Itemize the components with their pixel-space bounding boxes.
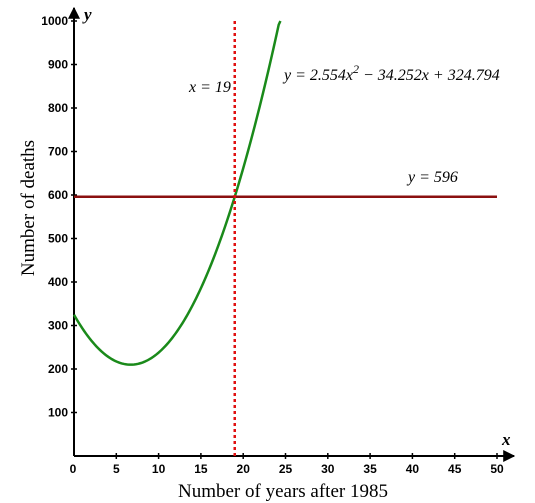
axes (68, 6, 516, 462)
y-tick-label: 600 (48, 188, 68, 202)
quadratic-label-prefix: y = 2.554x (282, 67, 353, 84)
quadratic-label-suffix: − 34.252x + 324.794 (359, 67, 500, 84)
x-axis-letter: x (501, 430, 511, 449)
y-tick-label: 100 (48, 406, 68, 420)
y-tick-label: 900 (48, 58, 68, 72)
y-tick-label: 500 (48, 232, 68, 246)
x-tick-label: 30 (321, 462, 335, 476)
y-axis-letter: y (82, 5, 92, 24)
x-tick-label: 15 (194, 462, 208, 476)
y-tick-label: 300 (48, 319, 68, 333)
y-tick-label: 1000 (41, 14, 68, 28)
x-axis-title: Number of years after 1985 (178, 481, 388, 502)
horizontal-line-label: y = 596 (406, 169, 458, 186)
y-tick-label: 800 (48, 101, 68, 115)
quadratic-label-exponent: 2 (353, 62, 359, 76)
x-tick-label: 45 (448, 462, 462, 476)
x-tick-label: 0 (70, 462, 77, 476)
quadratic-curve-label: y = 2.554x2 − 34.252x + 324.794 (282, 62, 500, 84)
y-tick-label: 700 (48, 145, 68, 159)
vertical-line-label: x = 19 (188, 79, 231, 96)
x-tick-label: 10 (152, 462, 166, 476)
x-tick-label: 5 (113, 462, 120, 476)
y-axis-title: Number of deaths (18, 140, 39, 276)
x-tick-label: 50 (490, 462, 504, 476)
x-tick-label: 25 (279, 462, 293, 476)
x-tick-label: 35 (363, 462, 377, 476)
y-ticks: 100 200 300 400 500 600 700 800 900 1000 (41, 14, 77, 420)
quadratic-curve (72, 20, 282, 366)
x-tick-label: 40 (406, 462, 420, 476)
y-tick-label: 200 (48, 362, 68, 376)
y-tick-label: 400 (48, 275, 68, 289)
series-layer (72, 20, 497, 456)
x-ticks: 0 5 10 15 20 25 30 35 40 45 50 (70, 453, 504, 476)
x-tick-label: 20 (237, 462, 251, 476)
